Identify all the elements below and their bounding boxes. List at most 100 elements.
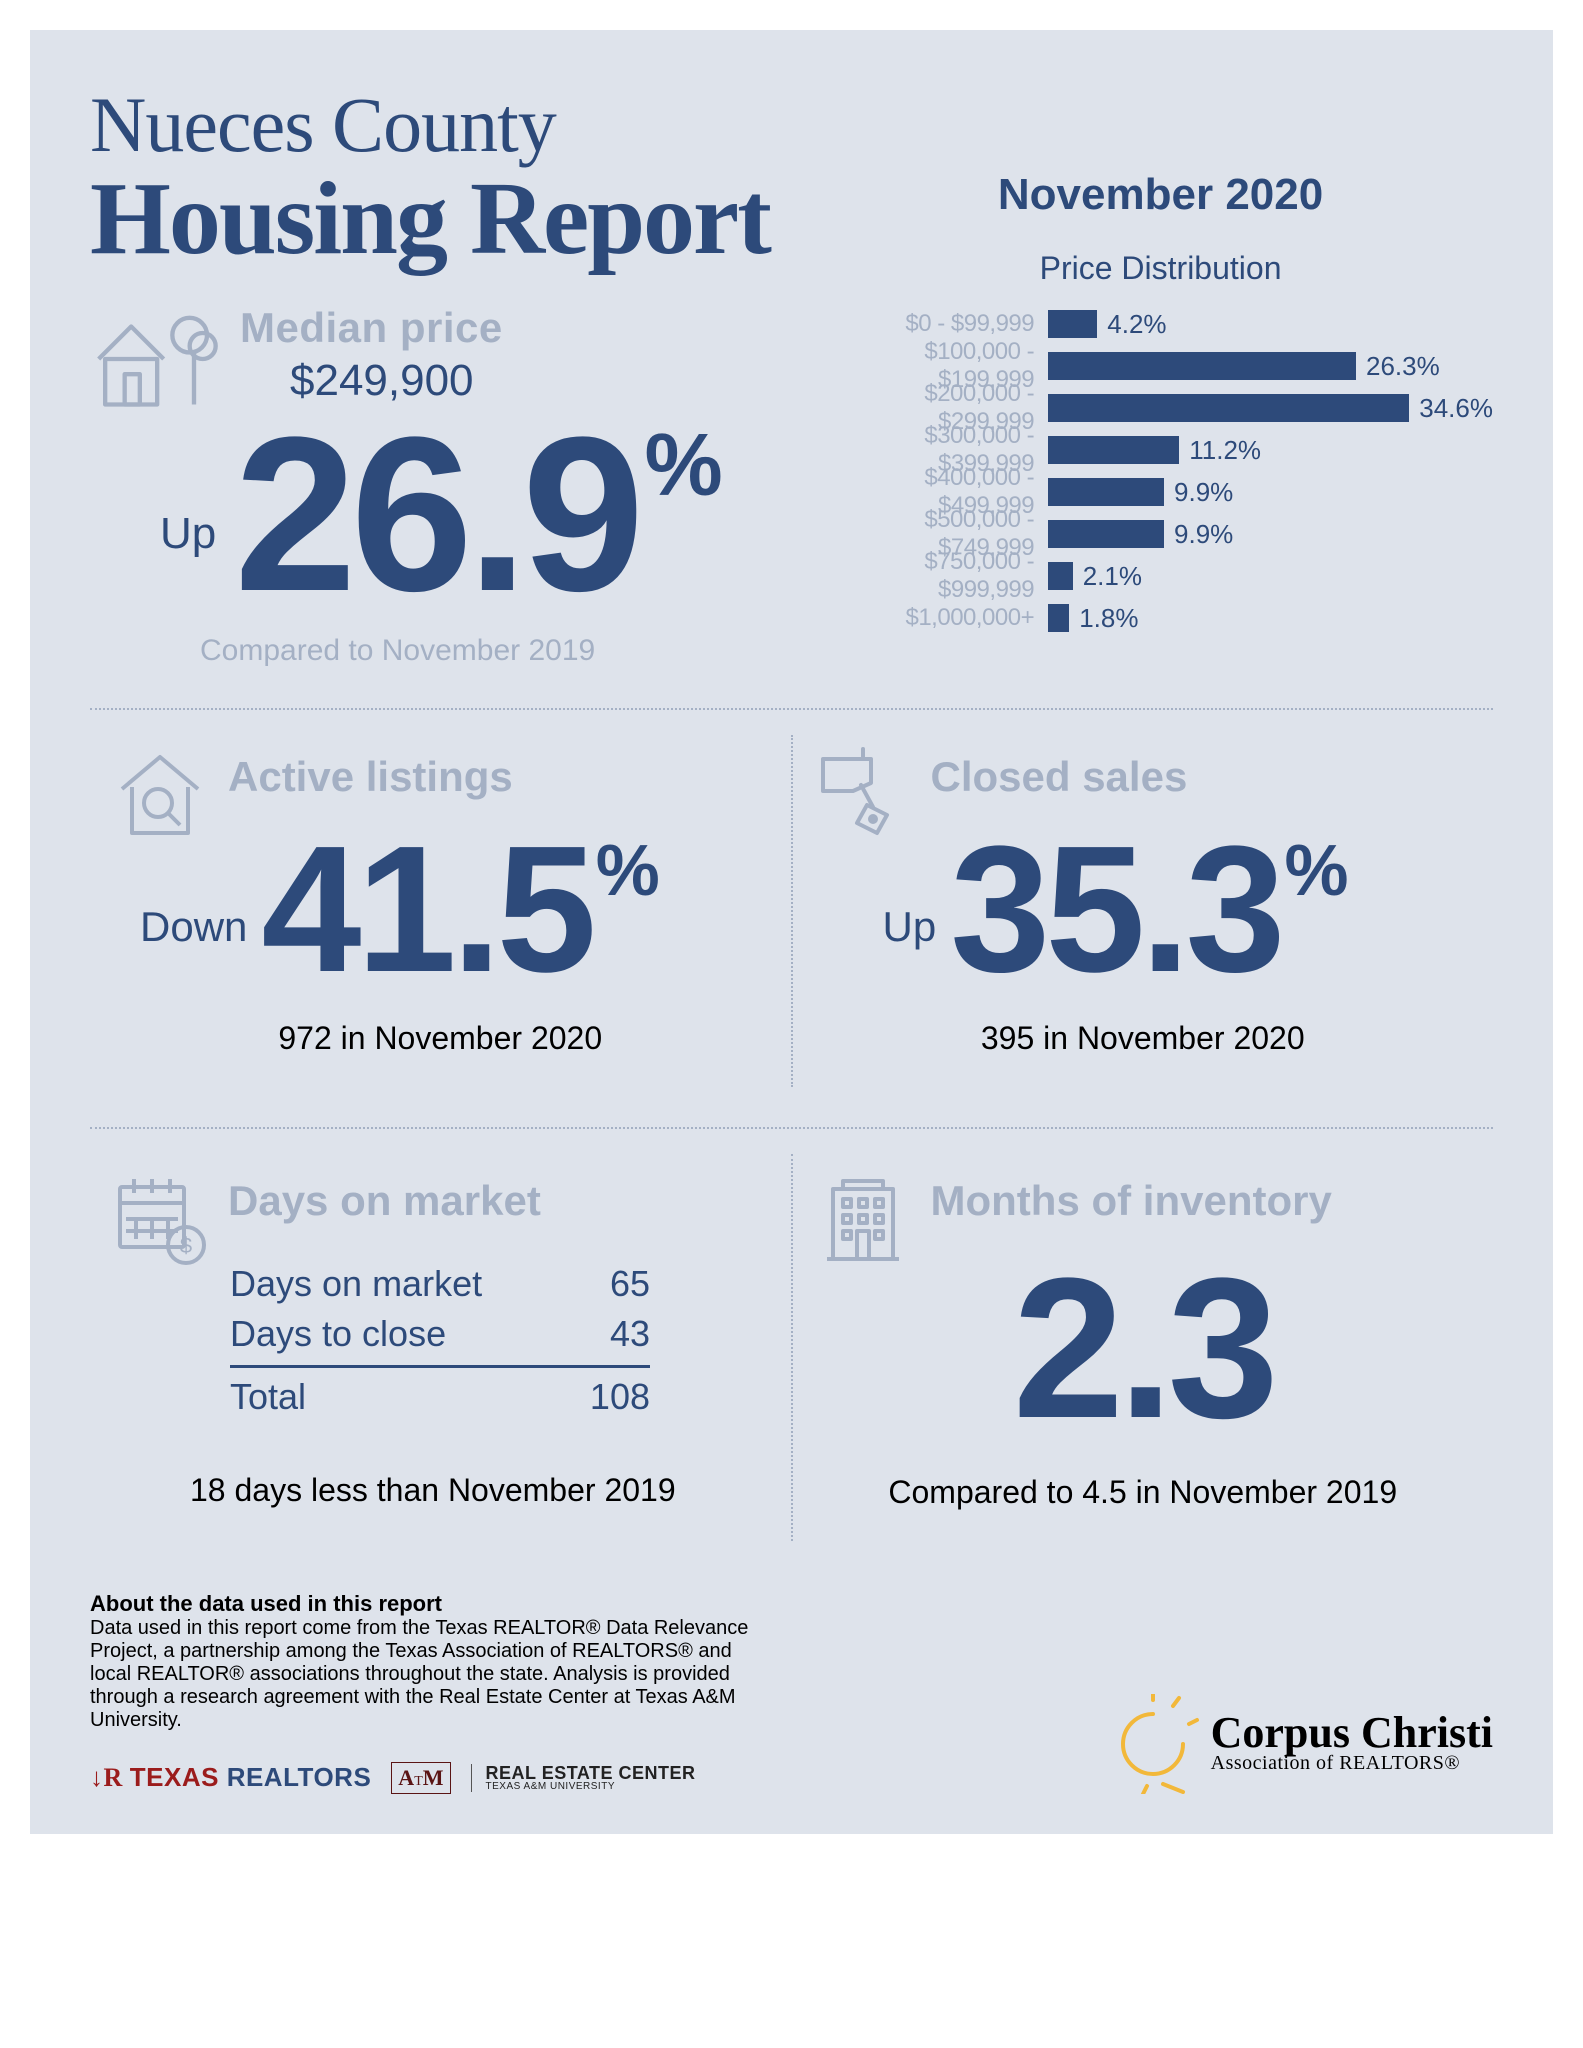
calendar-dollar-icon: $ [110,1169,210,1269]
price-bar-fill [1048,604,1069,632]
price-bar-fill [1048,310,1097,338]
atm-logo: ATM [391,1762,450,1794]
dom-row2: Days to close 43 [230,1309,650,1359]
price-bar-row: $500,000 - $749,9999.9% [828,517,1493,551]
days-on-market-block: $ Days on market Days on market 65 Days … [90,1154,793,1541]
dom-row2-val: 43 [610,1313,650,1355]
closed-number: 35.3 [950,820,1280,1000]
price-bar-track: 9.9% [1048,519,1493,550]
cc-line1: Corpus Christi [1211,1713,1493,1753]
price-bar-value: 1.8% [1079,603,1138,634]
price-bar-row: $300,000 - $399,99911.2% [828,433,1493,467]
dom-table: Days on market 65 Days to close 43 Total… [230,1259,771,1422]
active-number: 41.5 [261,820,591,1000]
price-bar-row: $1,000,000+ 1.8% [828,601,1493,635]
real-estate-center-logo: REAL ESTATE CENTER TEXAS A&M UNIVERSITY [471,1764,696,1792]
cc-text: Corpus Christi Association of REALTORS® [1211,1713,1493,1776]
price-bar-track: 11.2% [1048,435,1493,466]
about-body: Data used in this report come from the T… [90,1617,770,1732]
price-dist-chart: $0 - $99,999 4.2% $100,000 - $199,99926.3%… [828,307,1493,635]
chart-title: Price Distribution [828,250,1493,287]
price-distribution-block: November 2020 Price Distribution $0 - $9… [828,80,1493,668]
moi-number: 2.3 [813,1259,1474,1439]
title-line1: Nueces County [90,80,788,170]
house-magnify-icon [110,745,210,845]
closed-label: Closed sales [931,753,1188,801]
price-bar-track: 2.1% [1048,561,1493,592]
median-delta: Up 26.9 % [160,404,788,624]
about-block: About the data used in this report Data … [90,1591,770,1794]
dom-label: Days on market [228,1177,541,1225]
footer-row: About the data used in this report Data … [90,1591,1493,1794]
title-median-block: Nueces County Housing Report Median pric… [90,80,788,668]
price-bar-value: 9.9% [1174,477,1233,508]
price-bar-track: 9.9% [1048,477,1493,508]
price-bar-value: 34.6% [1419,393,1493,424]
price-bar-value: 4.2% [1107,309,1166,340]
months-inventory-block: Months of inventory 2.3 Compared to 4.5 … [793,1154,1494,1541]
price-bar-fill [1048,352,1356,380]
median-label: Median price [240,304,503,352]
price-bar-track: 26.3% [1048,351,1493,382]
price-bar-fill [1048,436,1179,464]
dom-total-label: Total [230,1376,306,1418]
dom-head: $ Days on market [110,1169,771,1269]
price-bar-row: $750,000 - $999,9992.1% [828,559,1493,593]
price-bar-fill [1048,562,1073,590]
price-bar-track: 1.8% [1048,603,1493,634]
price-bar-row: $100,000 - $199,99926.3% [828,349,1493,383]
bottom-row: $ Days on market Days on market 65 Days … [90,1154,1493,1541]
title-line2: Housing Report [90,170,788,269]
price-bar-value: 2.1% [1083,561,1142,592]
closed-sub: 395 in November 2020 [813,1020,1474,1057]
divider [90,708,1493,710]
median-prefix: Up [160,509,216,559]
price-bar-fill [1048,520,1164,548]
active-sub: 972 in November 2020 [110,1020,771,1057]
about-head: About the data used in this report [90,1591,770,1617]
dom-row1: Days on market 65 [230,1259,650,1309]
divider [90,1127,1493,1129]
price-bar-label: $0 - $99,999 [828,310,1048,338]
moi-wrap: Months of inventory 2.3 Compared to 4.5 … [813,1169,1474,1511]
median-pct: % [644,414,722,516]
infographic-page: Nueces County Housing Report Median pric… [30,30,1553,1834]
active-label: Active listings [228,753,513,801]
median-big-number: 26.9 [234,404,638,624]
price-bar-row: $200,000 - $299,99934.6% [828,391,1493,425]
logos-left: ↓R TEXAS REALTORS ATM REAL ESTATE CENTER… [90,1762,770,1794]
house-tree-icon [90,304,220,414]
closed-delta: Up 35.3 % [883,820,1474,1000]
active-delta: Down 41.5 % [140,820,771,1000]
dom-total: Total 108 [230,1365,650,1422]
active-listings-block: Active listings Down 41.5 % 972 in Novem… [90,735,793,1087]
price-bar-track: 4.2% [1048,309,1493,340]
dom-sub: 18 days less than November 2019 [190,1472,771,1509]
mid-row: Active listings Down 41.5 % 972 in Novem… [90,735,1493,1087]
median-compared: Compared to November 2019 [200,634,788,668]
price-bar-fill [1048,478,1164,506]
corpus-christi-logo: Corpus Christi Association of REALTORS® [1103,1694,1493,1794]
moi-label: Months of inventory [931,1177,1332,1225]
closed-pct: % [1285,830,1349,912]
active-prefix: Down [140,903,247,951]
sun-icon [1103,1694,1203,1794]
price-bar-row: $400,000 - $499,9999.9% [828,475,1493,509]
price-bar-row: $0 - $99,999 4.2% [828,307,1493,341]
moi-sub: Compared to 4.5 in November 2019 [813,1474,1474,1511]
top-row: Nueces County Housing Report Median pric… [90,80,1493,668]
dom-row2-label: Days to close [230,1313,446,1355]
price-bar-value: 11.2% [1189,435,1261,466]
price-bar-fill [1048,394,1409,422]
active-pct: % [596,830,660,912]
building-icon [813,1169,913,1269]
report-date: November 2020 [828,170,1493,220]
price-bar-track: 34.6% [1048,393,1493,424]
texas-realtors-logo: ↓R TEXAS REALTORS [90,1762,371,1793]
dom-row1-val: 65 [610,1263,650,1305]
price-bar-value: 9.9% [1174,519,1233,550]
footer: About the data used in this report Data … [90,1591,1493,1794]
hand-key-icon [813,745,913,845]
closed-sales-block: Closed sales Up 35.3 % 395 in November 2… [793,735,1494,1087]
price-bar-label: $1,000,000+ [828,604,1048,632]
